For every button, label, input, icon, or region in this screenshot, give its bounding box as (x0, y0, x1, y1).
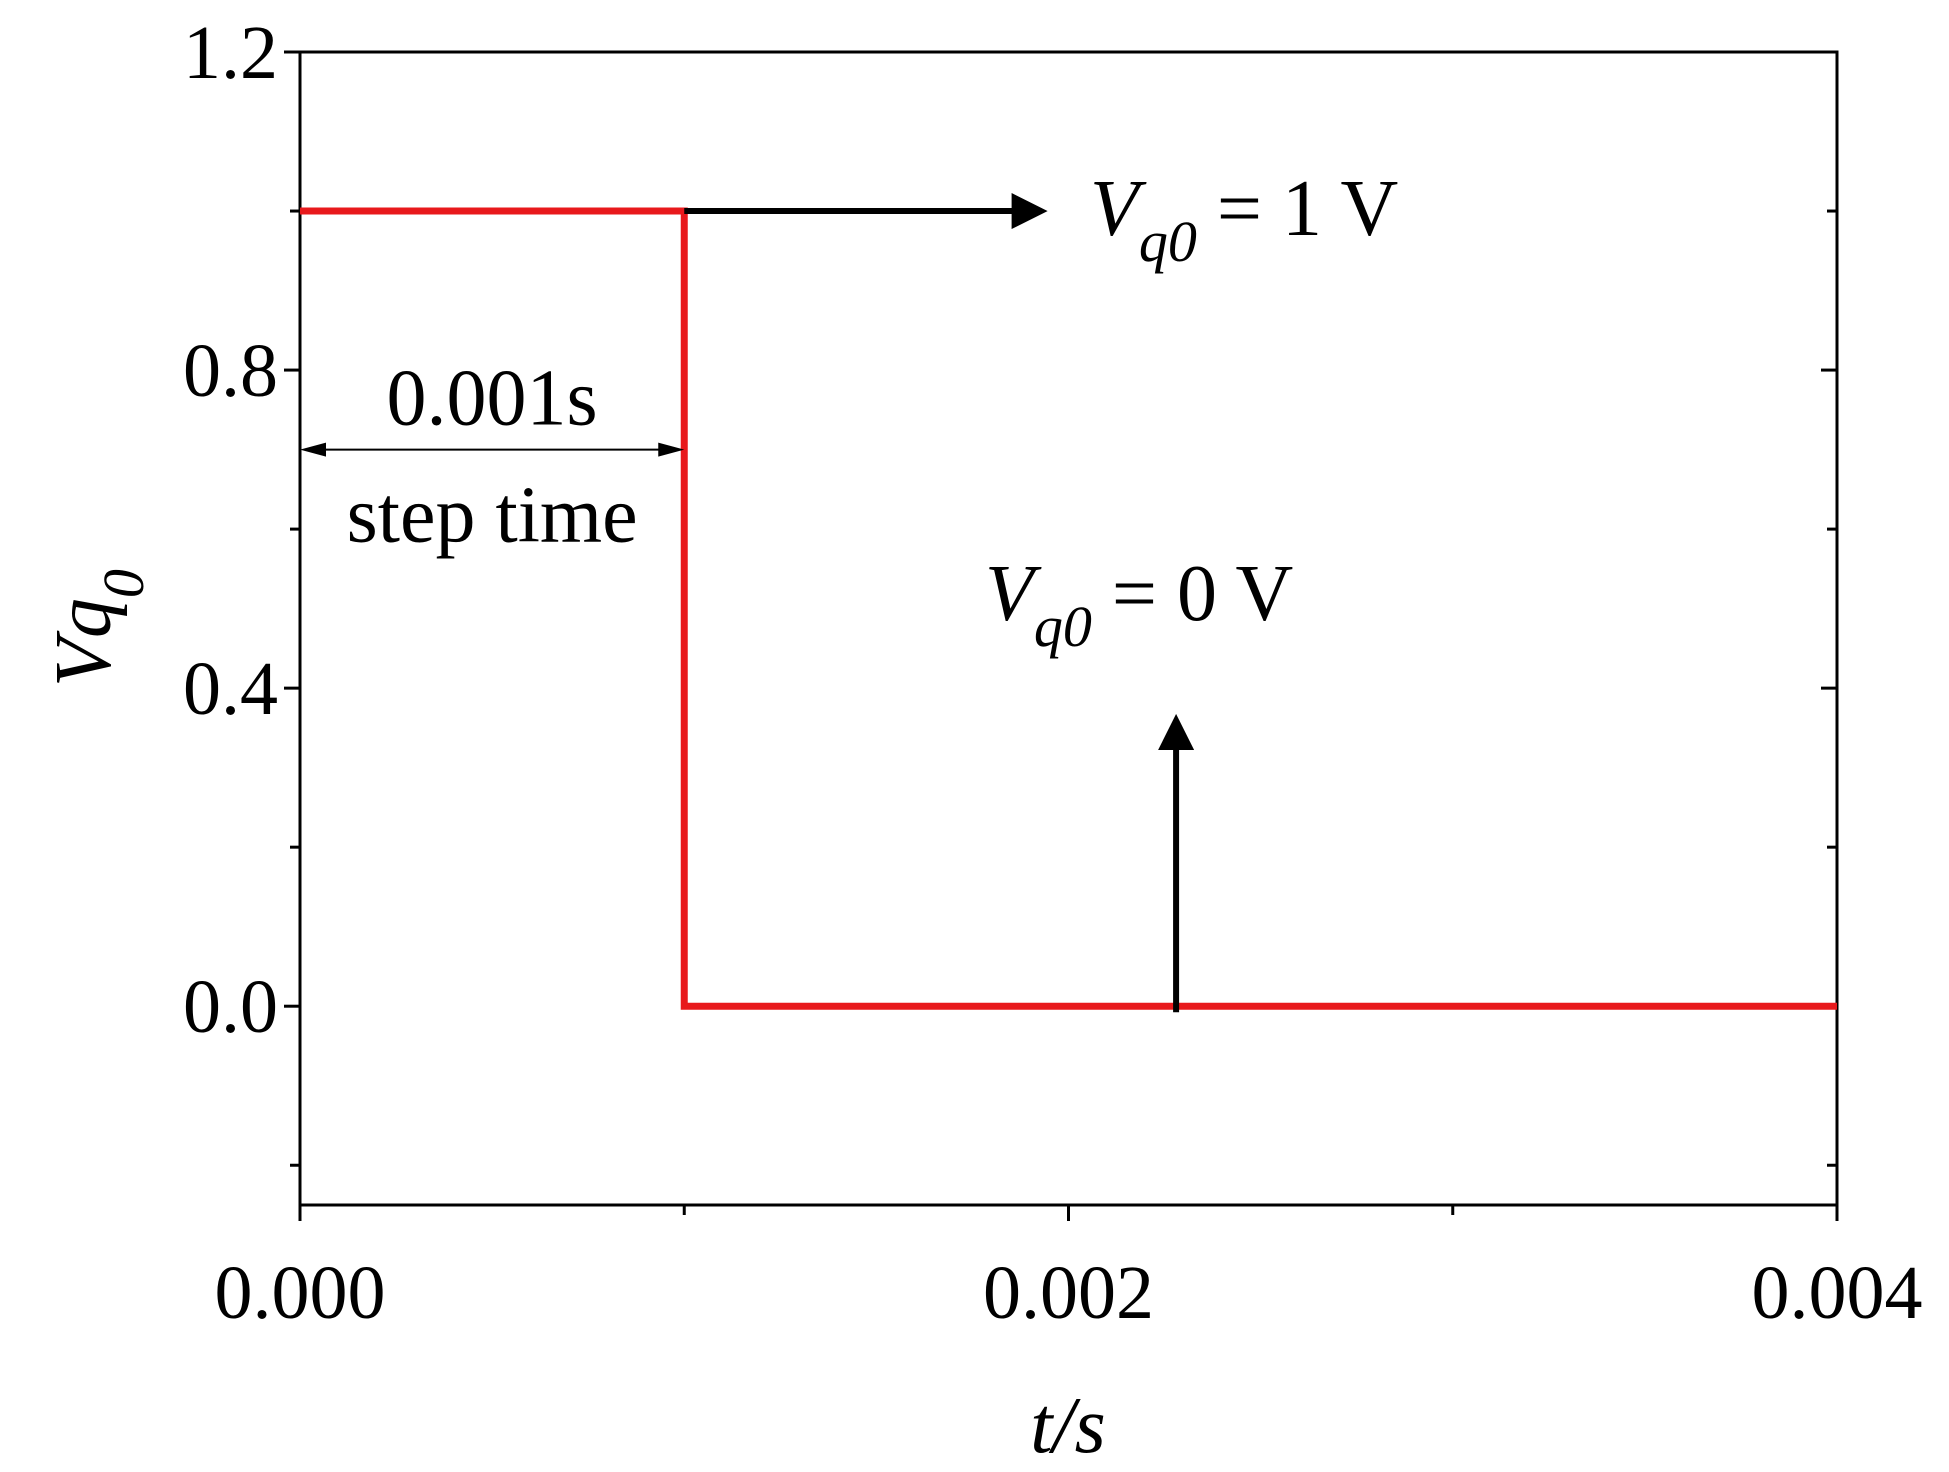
low-level-label: Vq0 = 0 V (985, 550, 1293, 659)
low-level-annotation: Vq0 = 0 V (985, 550, 1293, 1013)
y-tick-label: 0.0 (183, 965, 278, 1049)
y-tick-label: 1.2 (183, 11, 278, 95)
high-level-annotation: Vq0 = 1 V (684, 165, 1398, 274)
series-layer (300, 207, 1837, 1010)
high-level-label: Vq0 = 1 V (1090, 165, 1398, 274)
x-tick-label: 0.002 (983, 1251, 1154, 1335)
x-tick-label: 0.000 (215, 1251, 386, 1335)
arrow-head-left (300, 442, 326, 457)
series-line (300, 207, 1837, 1010)
y-tick-label: 0.4 (183, 647, 278, 731)
arrow-head-right (658, 442, 685, 457)
y-axis-title: Vq0 (40, 569, 156, 687)
x-tick-label: 0.004 (1752, 1251, 1923, 1335)
tick-labels: 0.000 0.002 0.004 0.0 0.4 0.8 1.2 (183, 11, 1923, 1335)
y-tick-label: 0.8 (183, 329, 278, 413)
step-time-label: step time (347, 472, 638, 560)
x-axis-title: t/s (1030, 1382, 1106, 1470)
step-time-annotation: 0.001s step time (300, 355, 685, 560)
step-duration-label: 0.001s (387, 355, 598, 443)
